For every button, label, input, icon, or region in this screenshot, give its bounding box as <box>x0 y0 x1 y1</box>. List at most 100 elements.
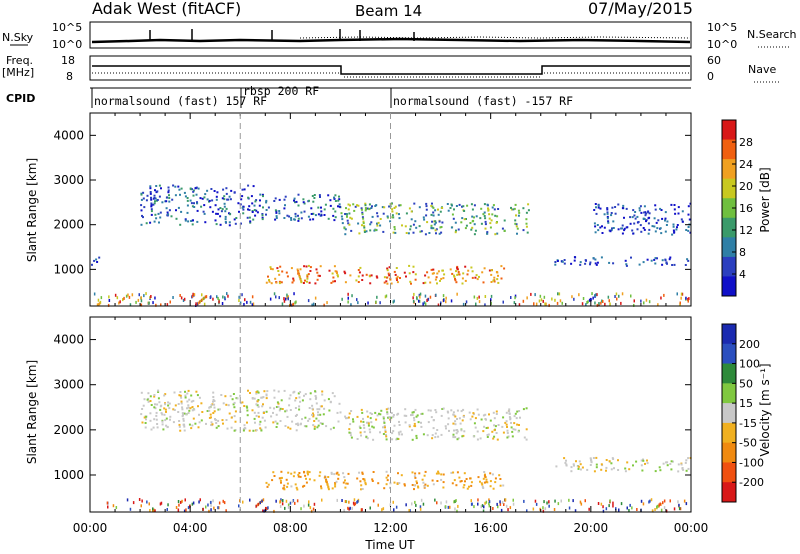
power-ytick-label: 2000 <box>53 218 84 232</box>
power-ytick-label: 1000 <box>53 262 84 276</box>
power-data-layer <box>91 184 692 307</box>
velocity-colorbar-tick-label: -15 <box>739 417 757 430</box>
nsky-panel: N.Sky 10^5 10^0 10^5 10^0 N.Search <box>2 21 797 51</box>
freq-right-tick-top: 60 <box>707 54 721 67</box>
velocity-panel: 1000 2000 3000 4000 Slant Range [km] 200 100… <box>25 316 772 513</box>
velocity-colorbar-swatch <box>722 442 736 463</box>
power-colorbar-tick-label: 28 <box>739 136 753 149</box>
velocity-colorbar-swatch <box>722 324 736 345</box>
velocity-colorbar-swatch <box>722 403 736 424</box>
power-colorbar-tick-label: 8 <box>739 246 746 259</box>
velocity-band-3 <box>265 470 505 491</box>
velocity-colorbar-swatch <box>722 343 736 365</box>
velocity-colorbar-label: Velocity [m s⁻¹] <box>758 363 772 456</box>
nsky-left-tick-bottom: 10^0 <box>52 38 82 51</box>
power-band-2 <box>140 184 255 227</box>
velocity-colorbar-tick-label: 15 <box>739 397 753 410</box>
velocity-colorbar-swatch <box>722 422 736 444</box>
power-colorbar-swatch <box>722 237 736 258</box>
time-tick-label: 20:00 <box>574 521 609 535</box>
cpid-segment-2: rbsp 200 RF <box>243 84 319 98</box>
power-colorbar-swatch <box>722 139 736 160</box>
velocity-band-4 <box>555 456 692 473</box>
freq-panel: Freq. [MHz] 18 8 60 0 Nave <box>2 54 780 83</box>
power-band-5 <box>265 264 506 285</box>
power-panel: 1000 2000 3000 4000 Slant Range [km] 4 8 12 16… <box>25 112 772 307</box>
power-colorbar-tick-label: 16 <box>739 202 753 215</box>
time-tick-label: 04:00 <box>173 521 208 535</box>
velocity-ytick-label: 1000 <box>53 468 84 482</box>
power-colorbar-tick-label: 4 <box>739 268 746 281</box>
velocity-y-ticks: 1000 2000 3000 4000 <box>53 317 692 512</box>
time-tick-label: 12:00 <box>373 521 408 535</box>
velocity-ylabel: Slant Range [km] <box>25 360 39 464</box>
nsky-label: N.Sky <box>2 31 34 44</box>
cpid-label: CPID <box>6 92 35 105</box>
power-ytick-label: 3000 <box>53 173 84 187</box>
cpid-segment-3: normalsound (fast) -157 RF <box>393 94 573 108</box>
nsky-frame <box>89 21 692 49</box>
station-title: Adak West (fitACF) <box>92 0 241 18</box>
nave-trace <box>92 72 690 78</box>
power-ylabel: Slant Range [km] <box>25 158 39 262</box>
power-colorbar-tick-label: 20 <box>739 180 753 193</box>
velocity-ytick-label: 3000 <box>53 378 84 392</box>
power-band-4 <box>340 202 530 236</box>
velocity-colorbar: 200 100 50 15 -15 -50 -100 -200 <box>721 323 764 503</box>
velocity-colorbar-swatch <box>722 482 736 503</box>
power-y-ticks: 1000 2000 3000 4000 <box>53 113 692 306</box>
nsky-trace <box>91 37 691 44</box>
time-axis: 00:00 04:00 08:00 12:00 16:00 20:00 00:00 <box>73 521 709 535</box>
nsky-spikes <box>149 29 415 41</box>
time-tick-label: 00:00 <box>674 521 709 535</box>
freq-trace <box>92 65 690 75</box>
power-colorbar-swatch <box>722 120 736 141</box>
time-tick-label: 16:00 <box>473 521 508 535</box>
time-tick-label: 00:00 <box>73 521 108 535</box>
power-near-range-speckle <box>93 292 690 307</box>
freq-unit: [MHz] <box>2 66 34 79</box>
beam-label: Beam 14 <box>355 2 422 20</box>
velocity-colorbar-tick-label: -50 <box>739 437 757 450</box>
freq-left-tick-bottom: 8 <box>66 70 73 83</box>
velocity-colorbar-tick-label: -100 <box>739 456 764 469</box>
power-ytick-label: 4000 <box>53 128 84 142</box>
time-tick-label: 08:00 <box>273 521 308 535</box>
nsearch-trace <box>299 36 691 39</box>
power-colorbar-swatch <box>722 276 736 297</box>
velocity-ytick-label: 2000 <box>53 423 84 437</box>
freq-left-tick-top: 18 <box>61 54 75 67</box>
freq-right-tick-bottom: 0 <box>707 70 714 83</box>
power-band-6 <box>554 256 690 267</box>
power-colorbar-label: Power [dB] <box>758 167 772 232</box>
nsky-left-tick-top: 10^5 <box>52 21 82 34</box>
velocity-colorbar-swatch <box>722 383 736 404</box>
power-colorbar-tick-label: 12 <box>739 224 753 237</box>
power-band-3 <box>253 193 342 222</box>
power-band-7 <box>593 202 692 236</box>
velocity-band-1 <box>140 389 342 432</box>
velocity-colorbar-swatch <box>722 363 736 384</box>
nave-label: Nave <box>748 63 776 76</box>
freq-frame <box>89 55 692 81</box>
velocity-colorbar-swatch <box>722 462 736 483</box>
velocity-data-layer <box>106 389 692 513</box>
power-colorbar-swatch <box>722 256 736 277</box>
cpid-panel: CPID normalsound (fast) 157 RF rbsp 200 … <box>6 84 691 108</box>
power-colorbar-swatch <box>722 159 736 180</box>
power-colorbar-tick-label: 24 <box>739 158 753 171</box>
nsearch-label: N.Search <box>747 28 797 41</box>
freq-label: Freq. <box>6 54 33 67</box>
velocity-band-2 <box>344 407 528 441</box>
velocity-colorbar-frame <box>721 323 737 503</box>
date-label: 07/May/2015 <box>588 0 693 18</box>
power-band-1 <box>91 256 101 266</box>
power-colorbar-swatch <box>722 217 736 238</box>
velocity-colorbar-tick-label: 50 <box>739 377 753 390</box>
velocity-near-range-speckle <box>106 498 688 513</box>
velocity-ytick-label: 4000 <box>53 333 84 347</box>
nsky-right-tick-top: 10^5 <box>707 21 737 34</box>
nsky-right-tick-bottom: 10^0 <box>707 38 737 51</box>
velocity-colorbar-tick-label: 200 <box>739 338 760 351</box>
